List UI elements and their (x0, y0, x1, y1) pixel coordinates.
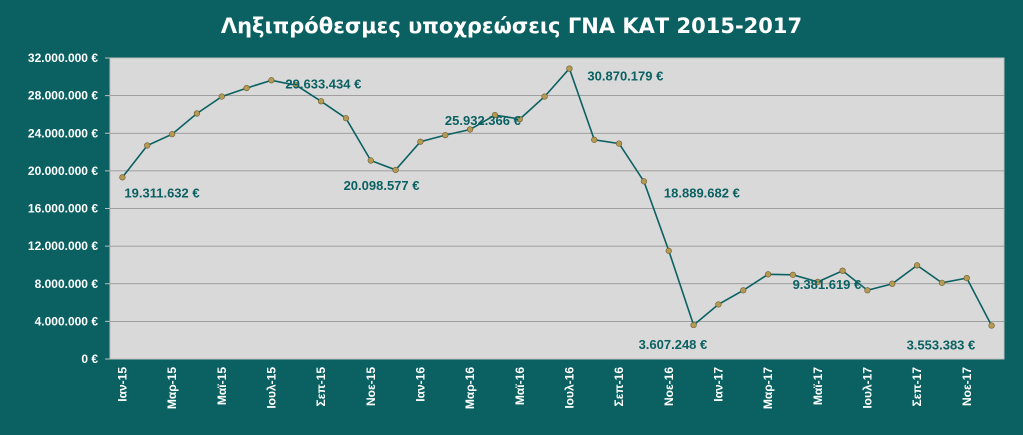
x-tick-label: Νοε-15 (364, 367, 378, 406)
x-tick-label: Σεπ-15 (314, 367, 328, 407)
x-tick-label: Ιαν-16 (413, 367, 427, 402)
series-line (121, 67, 993, 327)
data-point (541, 93, 548, 100)
x-tick-label: Σεπ-17 (910, 367, 924, 407)
data-point (889, 280, 896, 287)
data-point (317, 98, 325, 105)
data-label: 30.870.179 € (587, 69, 663, 84)
data-label: 3.607.248 € (639, 337, 708, 352)
x-tick-label: Ιαν-17 (711, 367, 725, 402)
data-point (814, 278, 821, 285)
data-label: 29.633.434 € (285, 76, 361, 91)
x-tick-label: Ιουλ-15 (264, 367, 278, 409)
data-point (268, 77, 275, 84)
data-point (764, 271, 772, 278)
data-point (566, 65, 573, 72)
y-tick-label: 0 € (81, 352, 98, 366)
data-point (740, 287, 747, 294)
x-tick-label: Μαρ-17 (761, 367, 775, 409)
data-point (243, 84, 250, 92)
data-label: 19.311.632 € (124, 185, 199, 200)
y-tick-label: 28.000.000 € (28, 89, 98, 103)
data-point (144, 142, 151, 149)
data-point (715, 301, 722, 308)
data-label: 18.889.682 € (664, 185, 740, 200)
x-tick-label: Σεπ-16 (612, 367, 626, 407)
data-point (466, 126, 474, 133)
data-label: 9.381.619 € (793, 277, 862, 292)
data-point (342, 115, 350, 122)
y-tick-label: 8.000.000 € (35, 277, 99, 291)
x-tick-label: Μαϊ-17 (811, 367, 825, 405)
x-tick-label: Ιαν-15 (115, 367, 129, 402)
data-point (938, 279, 946, 286)
data-point (392, 166, 399, 174)
data-point (491, 111, 499, 119)
data-point (218, 93, 225, 100)
x-tick-label: Μαρ-15 (165, 367, 179, 409)
y-tick-label: 16.000.000 € (28, 202, 98, 216)
data-point (615, 140, 623, 147)
data-point (367, 157, 374, 164)
data-point (293, 82, 300, 89)
data-point (417, 138, 424, 145)
x-tick-label: Ιουλ-16 (562, 367, 576, 409)
data-point (640, 178, 648, 185)
data-point (665, 247, 672, 254)
x-tick-label: Νοε-16 (662, 367, 676, 406)
data-point (516, 116, 523, 123)
data-label: 25.932.366 € (445, 113, 521, 128)
y-tick-label: 32.000.000 € (28, 51, 98, 65)
y-tick-label: 24.000.000 € (28, 126, 98, 140)
x-tick-label: Ιουλ-17 (860, 367, 874, 409)
data-point (193, 110, 201, 117)
data-point (864, 287, 871, 294)
data-point (913, 262, 921, 269)
y-tick-label: 4.000.000 € (35, 314, 99, 328)
data-point (963, 275, 970, 282)
data-point (690, 321, 697, 329)
data-point (839, 267, 846, 274)
data-label: 20.098.577 € (344, 178, 420, 193)
y-tick-label: 12.000.000 € (28, 239, 98, 253)
x-tick-label: Μαρ-16 (463, 367, 477, 409)
data-point (988, 322, 995, 329)
data-point (119, 174, 126, 181)
data-point (591, 136, 598, 143)
chart-title: Ληξιπρόθεσμες υποχρεώσεις ΓΝΑ ΚΑΤ 2015-2… (220, 14, 803, 38)
data-label: 3.553.383 € (907, 338, 976, 353)
x-tick-label: Μαϊ-16 (513, 367, 527, 405)
data-point (168, 131, 176, 138)
x-tick-label: Νοε-17 (960, 367, 974, 406)
y-tick-label: 20.000.000 € (28, 164, 98, 178)
x-tick-label: Μαϊ-15 (215, 367, 229, 405)
data-point (442, 132, 449, 139)
data-point (789, 271, 797, 278)
